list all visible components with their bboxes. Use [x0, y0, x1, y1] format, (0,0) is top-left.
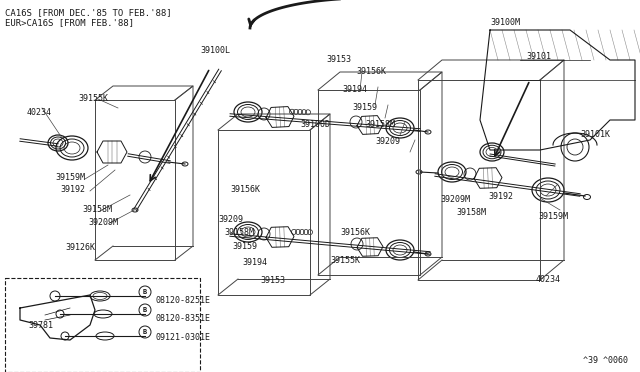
Text: 39209M: 39209M	[440, 195, 470, 204]
Text: 39126K: 39126K	[65, 243, 95, 252]
Text: 39158M: 39158M	[456, 208, 486, 217]
Text: 40234: 40234	[536, 275, 561, 284]
Text: 39192: 39192	[60, 185, 85, 194]
Text: 39158M: 39158M	[82, 205, 112, 214]
Text: 09121-0301E: 09121-0301E	[155, 333, 210, 342]
Text: 39158M: 39158M	[365, 120, 395, 129]
Text: B: B	[143, 289, 147, 295]
Text: 39159M: 39159M	[538, 212, 568, 221]
Text: 39153: 39153	[326, 55, 351, 64]
Text: 39209M: 39209M	[88, 218, 118, 227]
Text: 39101: 39101	[526, 52, 551, 61]
Text: 08120-8351E: 08120-8351E	[155, 314, 210, 323]
Text: 39192: 39192	[488, 192, 513, 201]
Text: ^39 ^0060: ^39 ^0060	[583, 356, 628, 365]
Text: 39100M: 39100M	[490, 18, 520, 27]
Text: B: B	[143, 307, 147, 313]
Text: 39156K: 39156K	[340, 228, 370, 237]
Text: 39155K: 39155K	[78, 94, 108, 103]
Text: 40234: 40234	[27, 108, 52, 117]
Text: 39194: 39194	[342, 85, 367, 94]
Text: 39101K: 39101K	[580, 130, 610, 139]
Text: 39156K: 39156K	[356, 67, 386, 76]
Text: 39100D: 39100D	[300, 120, 330, 129]
Text: 39159M: 39159M	[55, 173, 85, 182]
Text: 08120-8251E: 08120-8251E	[155, 296, 210, 305]
Text: 39781: 39781	[28, 321, 53, 330]
Text: 39159: 39159	[232, 242, 257, 251]
Text: 39156K: 39156K	[230, 185, 260, 194]
Text: 39100L: 39100L	[200, 46, 230, 55]
Text: 39155K: 39155K	[330, 256, 360, 265]
Text: B: B	[143, 329, 147, 335]
Text: 39209: 39209	[218, 215, 243, 224]
Text: 39194: 39194	[242, 258, 267, 267]
Text: CA16S [FROM DEC.'85 TO FEB.'88]: CA16S [FROM DEC.'85 TO FEB.'88]	[5, 8, 172, 17]
Text: 39153: 39153	[260, 276, 285, 285]
Text: 39209: 39209	[375, 137, 400, 146]
Text: 39159: 39159	[352, 103, 377, 112]
Text: EUR>CA16S [FROM FEB.'88]: EUR>CA16S [FROM FEB.'88]	[5, 18, 134, 27]
Text: 39158M: 39158M	[224, 228, 254, 237]
